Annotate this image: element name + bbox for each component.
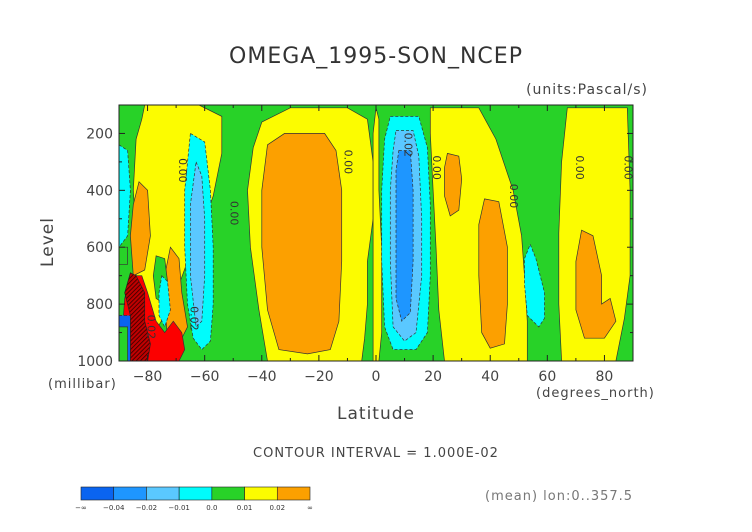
contour-label: 0.00 <box>430 155 443 180</box>
contour-label: 0.02 <box>187 306 200 331</box>
contour-region <box>119 247 128 264</box>
mean-note: (mean) lon:0..357.5 <box>485 489 633 504</box>
x-tick-label: −60 <box>190 369 220 385</box>
contour-label: 0.00 <box>507 184 520 209</box>
contour-fields: 0.00 0.00 0.00 0.02 0.00 0.00 0.00 0.00 0.02 0.02 <box>119 105 634 361</box>
contour-label: 0.00 <box>573 155 586 180</box>
colorbar-swatch <box>277 487 310 500</box>
x-tick-label: −20 <box>304 369 334 385</box>
y-tick-label: 600 <box>86 240 113 256</box>
colorbar-label: 0.0 <box>206 504 217 512</box>
x-tick-label: 60 <box>538 369 556 385</box>
colorbar-label: 0.02 <box>269 504 285 512</box>
colorbar-label: −0.02 <box>136 504 157 512</box>
colorbar-swatch <box>245 487 278 500</box>
contour-region <box>119 327 128 361</box>
x-tick-label: 20 <box>424 369 442 385</box>
colorbar-label: 0.01 <box>237 504 253 512</box>
x-tick-label: −80 <box>133 369 163 385</box>
colorbar-swatch <box>114 487 147 500</box>
colorbar-swatch <box>81 487 114 500</box>
x-tick-label: −40 <box>247 369 277 385</box>
colorbar-label: −0.04 <box>103 504 125 512</box>
contour-label: 0.00 <box>227 201 240 226</box>
contour-label: 0.02 <box>402 133 415 158</box>
contour-label: 0.00 <box>621 155 634 180</box>
colorbar-swatch <box>212 487 245 500</box>
x-tick-label: 80 <box>596 369 614 385</box>
y-tick-label: 400 <box>86 183 113 199</box>
contour-label: 0.02 <box>145 315 158 340</box>
contour-label: 0.00 <box>176 158 189 183</box>
y-tick-label: 200 <box>86 126 113 142</box>
contour-region <box>262 133 342 354</box>
colorbar-swatch <box>179 487 212 500</box>
contour-region <box>396 151 413 322</box>
contour-interval-note: CONTOUR INTERVAL = 1.000E-02 <box>0 446 752 461</box>
colorbar-label: −∞ <box>75 504 87 512</box>
contour-plot: 0.00 0.00 0.00 0.02 0.00 0.00 0.00 0.00 0.02 0.02… <box>0 0 752 400</box>
colorbar-swatch <box>146 487 179 500</box>
y-tick-label: 1000 <box>77 354 113 370</box>
colorbar-label: −0.01 <box>168 504 189 512</box>
y-tick-label: 800 <box>86 297 113 313</box>
x-tick-label: 0 <box>372 369 381 385</box>
x-tick-label: 40 <box>481 369 499 385</box>
colorbar-label: ∞ <box>307 504 313 512</box>
x-axis-label: Latitude <box>0 404 752 424</box>
contour-label: 0.00 <box>342 150 355 175</box>
